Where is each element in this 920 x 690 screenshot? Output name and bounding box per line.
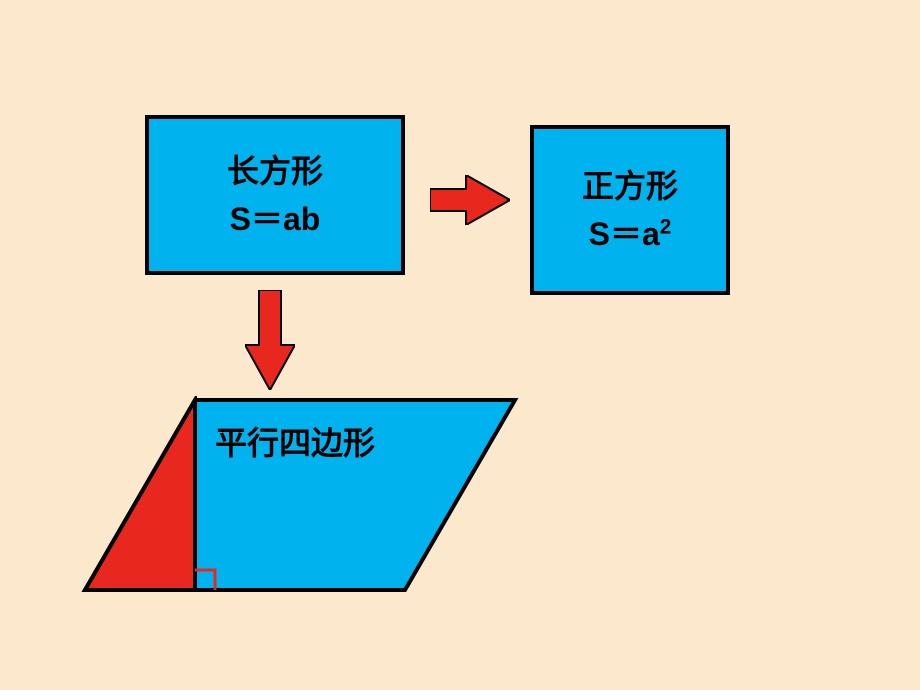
arrow-right-icon [430, 175, 510, 225]
square-formula-box: 正方形 S＝a2 [530, 125, 730, 295]
arrow-down-icon [245, 290, 295, 390]
parallelogram-label: 平行四边形 [215, 418, 375, 464]
rectangle-title: 长方形 [227, 147, 323, 195]
square-formula: S＝a2 [589, 210, 672, 258]
rectangle-formula: S＝ab [230, 195, 321, 243]
square-title: 正方形 [582, 162, 678, 210]
rectangle-formula-box: 长方形 S＝ab [145, 115, 405, 275]
